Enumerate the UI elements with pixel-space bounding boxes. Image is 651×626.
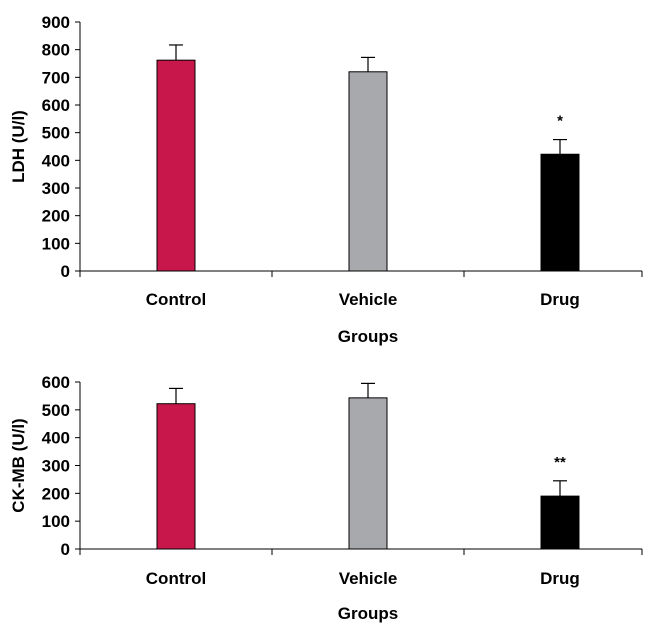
y-axis-title: LDH (U/l) bbox=[9, 110, 28, 183]
bar-drug bbox=[540, 495, 580, 550]
bar-control bbox=[156, 403, 196, 550]
y-tick-label: 800 bbox=[42, 41, 70, 60]
y-tick-label: 200 bbox=[42, 484, 70, 503]
y-tick-label: 900 bbox=[42, 13, 70, 32]
y-tick-label: 600 bbox=[42, 96, 70, 115]
y-tick-label: 700 bbox=[42, 68, 70, 87]
ldh-chart: 0 100 200 300 400 500 600 700 800 900 Control Vehic… bbox=[9, 13, 643, 346]
y-tick-label: 0 bbox=[61, 262, 70, 281]
x-axis-title: Groups bbox=[338, 604, 398, 623]
significance-marker: * bbox=[557, 113, 563, 130]
x-axis-title: Groups bbox=[338, 327, 398, 346]
category-label: Drug bbox=[540, 290, 580, 309]
y-tick-label: 500 bbox=[42, 401, 70, 420]
ckmb-chart: 0 100 200 300 400 500 600 Control Vehicle Drug ** G… bbox=[9, 373, 643, 623]
y-tick-label: 400 bbox=[42, 429, 70, 448]
y-tick-label: 200 bbox=[42, 207, 70, 226]
significance-marker: ** bbox=[554, 454, 566, 471]
bar-control bbox=[156, 59, 196, 272]
bar-vehicle bbox=[348, 71, 388, 272]
y-tick-label: 600 bbox=[42, 373, 70, 392]
y-tick-label: 100 bbox=[42, 512, 70, 531]
category-label: Control bbox=[146, 569, 206, 588]
y-tick-label: 0 bbox=[61, 540, 70, 559]
bar-drug bbox=[540, 153, 580, 272]
y-tick-label: 300 bbox=[42, 457, 70, 476]
y-tick-label: 100 bbox=[42, 234, 70, 253]
y-axis-title: CK-MB (U/l) bbox=[9, 418, 28, 512]
y-tick-label: 500 bbox=[42, 124, 70, 143]
category-label: Vehicle bbox=[339, 569, 398, 588]
y-tick-label: 300 bbox=[42, 179, 70, 198]
category-label: Vehicle bbox=[339, 290, 398, 309]
category-label: Control bbox=[146, 290, 206, 309]
category-label: Drug bbox=[540, 569, 580, 588]
bar-vehicle bbox=[348, 397, 388, 550]
y-tick-label: 400 bbox=[42, 151, 70, 170]
